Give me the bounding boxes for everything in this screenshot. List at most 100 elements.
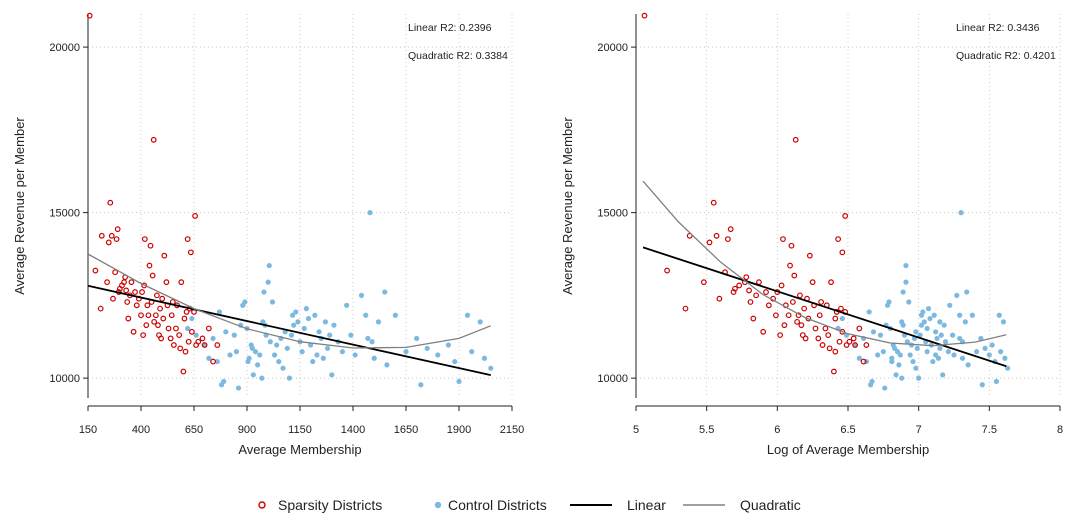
sparsity-point xyxy=(825,332,832,339)
sparsity-point xyxy=(747,299,754,305)
x-tick-label: 1150 xyxy=(288,424,312,436)
control-point xyxy=(189,315,195,322)
sparsity-point xyxy=(863,342,870,348)
x-tick-label: 8 xyxy=(1057,424,1063,436)
sparsity-point xyxy=(713,232,720,239)
sparsity-point xyxy=(167,335,174,342)
sparsity-point xyxy=(160,315,167,322)
sparsity-point xyxy=(842,213,849,219)
control-point xyxy=(481,355,488,361)
sparsity-point xyxy=(98,232,105,239)
control-point xyxy=(363,312,369,318)
control-point xyxy=(280,365,286,371)
sparsity-point xyxy=(130,328,137,335)
sparsity-point xyxy=(108,232,115,239)
y-tick-label: 15000 xyxy=(597,208,628,220)
control-point xyxy=(893,372,899,378)
control-point xyxy=(299,349,305,355)
sparsity-point xyxy=(756,279,762,286)
control-point xyxy=(856,355,862,361)
control-point xyxy=(896,362,902,368)
control-point xyxy=(371,355,377,361)
control-point xyxy=(358,292,365,298)
sparsity-point xyxy=(150,136,157,143)
sparsity-point xyxy=(797,292,803,299)
sparsity-point xyxy=(159,295,166,302)
sparsity-point xyxy=(183,309,190,315)
sparsity-point xyxy=(792,136,799,143)
sparsity-point xyxy=(750,315,757,322)
control-point xyxy=(933,329,939,335)
control-point xyxy=(924,325,930,332)
x-tick-label: 2150 xyxy=(500,424,524,436)
control-point xyxy=(900,289,906,295)
sparsity-point xyxy=(743,274,750,281)
control-point xyxy=(274,342,280,348)
sparsity-point xyxy=(812,325,819,332)
sparsity-point xyxy=(838,305,844,312)
sparsity-point xyxy=(727,226,734,233)
sparsity-point xyxy=(188,328,195,335)
control-point xyxy=(974,349,980,355)
control-point xyxy=(978,335,984,342)
legend-sparsity-marker xyxy=(258,501,266,509)
x-tick-label: 1650 xyxy=(394,424,418,436)
sparsity-point xyxy=(860,358,867,365)
control-point xyxy=(288,332,295,338)
sparsity-point xyxy=(815,335,822,342)
control-point xyxy=(375,319,382,325)
control-point xyxy=(914,345,920,351)
sparsity-point xyxy=(832,348,839,355)
sparsity-point xyxy=(716,295,723,302)
control-point xyxy=(920,309,926,315)
legend-control-marker xyxy=(434,501,442,509)
sparsity-point xyxy=(133,302,140,309)
sparsity-point xyxy=(799,332,806,339)
sparsity-point xyxy=(153,292,160,299)
sparsity-point xyxy=(839,328,846,335)
quadratic-r2-annotation: Quadratic R2: 0.3384 xyxy=(408,50,508,62)
control-point xyxy=(1000,319,1007,325)
sparsity-point xyxy=(826,345,833,352)
control-point xyxy=(456,378,462,385)
sparsity-point xyxy=(839,249,846,256)
sparsity-point xyxy=(187,249,194,256)
sparsity-point xyxy=(112,269,119,276)
sparsity-point xyxy=(828,279,834,286)
sparsity-point xyxy=(147,242,154,249)
control-point xyxy=(231,332,237,338)
y-tick-label: 20000 xyxy=(49,42,80,54)
control-point xyxy=(866,309,872,315)
sparsity-point xyxy=(180,368,187,375)
sparsity-point xyxy=(830,368,837,375)
control-point xyxy=(870,329,877,335)
sparsity-point xyxy=(753,292,760,299)
control-point xyxy=(352,352,358,358)
control-point xyxy=(322,319,329,325)
sparsity-point xyxy=(760,328,767,335)
sparsity-point xyxy=(746,287,752,294)
y-axis-title: Average Revenue per Member xyxy=(12,117,27,295)
sparsity-point xyxy=(843,342,850,348)
control-point xyxy=(969,312,975,318)
control-point xyxy=(964,289,970,295)
sparsity-point xyxy=(682,305,689,312)
sparsity-point xyxy=(114,226,121,233)
control-point xyxy=(1005,365,1011,371)
sparsity-point xyxy=(92,267,99,274)
control-point xyxy=(942,339,949,345)
control-point xyxy=(348,332,354,338)
control-point xyxy=(877,332,884,338)
sparsity-point xyxy=(777,332,784,339)
y-tick-label: 10000 xyxy=(597,373,628,385)
control-point xyxy=(276,358,282,365)
sparsity-point xyxy=(850,335,857,342)
sparsity-point xyxy=(791,272,798,279)
control-point xyxy=(925,306,932,312)
sparsity-point xyxy=(104,279,110,286)
control-point xyxy=(913,329,919,335)
control-point xyxy=(246,355,252,361)
control-point xyxy=(924,349,930,355)
control-point xyxy=(904,339,910,345)
